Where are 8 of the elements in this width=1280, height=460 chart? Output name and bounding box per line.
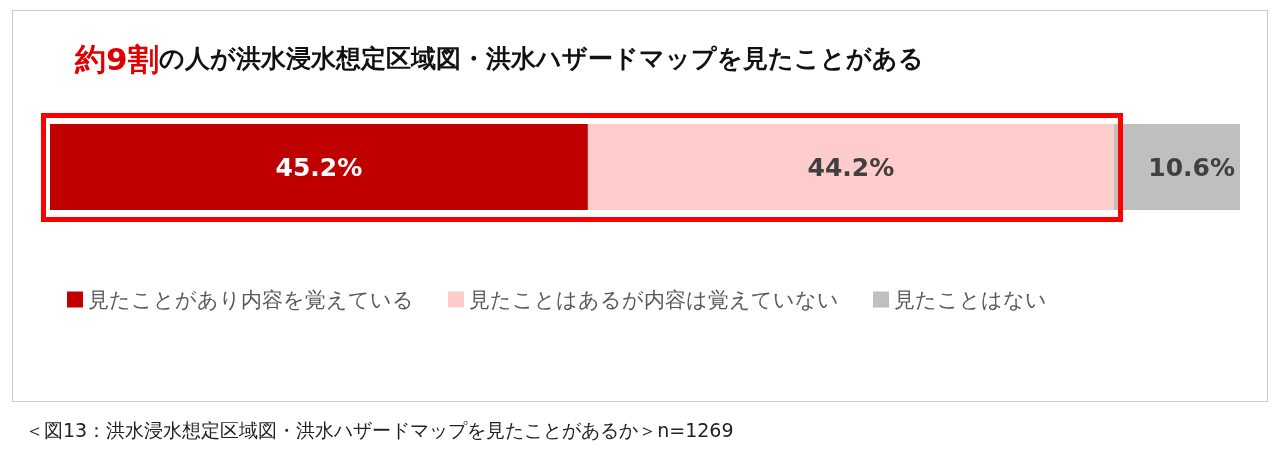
text: ＜図13：洪水浸水想定区域図・洪水ハザードマップを見たことがあるか＞n=1269 [25,418,734,443]
chart-title: 約9割の人が洪水浸水想定区域図・洪水ハザードマップを見たことがある [74,40,924,77]
data-label: 10.6% [1148,152,1235,182]
data-label: 44.2% [807,152,895,182]
legend-label: 見たことはあるが内容は覚えていない [469,287,839,312]
legend-label: 見たことはない [894,287,1047,312]
data-label: 45.2% [275,152,363,182]
legend-label: 見たことがあり内容を覚えている [88,287,414,312]
